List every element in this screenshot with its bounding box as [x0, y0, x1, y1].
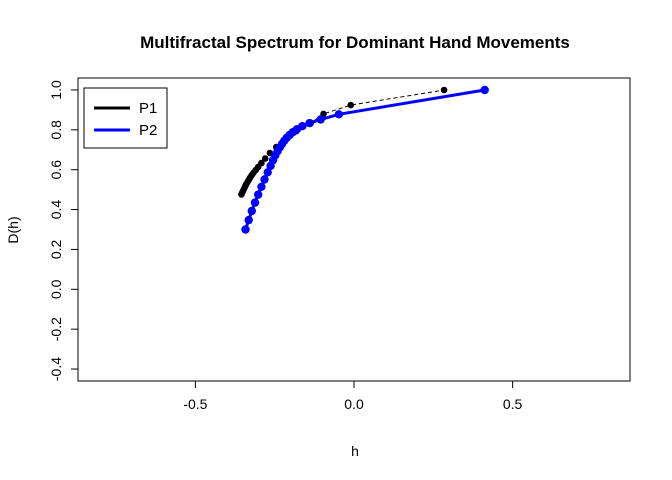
y-tick-label: 0.0: [48, 279, 64, 299]
series-line-p2: [244, 88, 485, 230]
y-axis-label: D(h): [5, 216, 21, 243]
data-point-p2: [257, 182, 266, 191]
series-line-p1: [240, 89, 445, 195]
y-tick-label: -0.4: [48, 357, 64, 381]
series-layer: [238, 85, 489, 234]
y-tick-label: 0.2: [48, 239, 64, 259]
data-point-p2: [250, 198, 260, 207]
x-tick-label: 0.5: [503, 396, 523, 412]
data-point-p1: [440, 86, 448, 94]
legend-box: [83, 87, 168, 149]
y-tick-label: 1.0: [48, 80, 64, 100]
data-point-p2: [263, 168, 272, 177]
x-axis-label: h: [351, 443, 359, 459]
y-tick-label: -0.2: [48, 317, 64, 341]
data-point-p2: [480, 85, 489, 95]
data-point-p2: [247, 206, 256, 216]
y-tick-label: 0.4: [48, 200, 64, 220]
data-point-p1: [261, 155, 269, 162]
x-axis: -0.5 0.0 0.5: [183, 380, 523, 412]
data-point-p2: [244, 215, 253, 225]
data-point-p1: [258, 159, 265, 167]
y-axis: -0.4 -0.2 0.0 0.2 0.4 0.6 0.8 1.0: [48, 80, 79, 381]
data-point-p2: [305, 118, 314, 128]
y-tick-label: 0.8: [48, 120, 64, 140]
chart-title: Multifractal Spectrum for Dominant Hand …: [140, 33, 570, 52]
legend: P1 P2: [83, 87, 168, 149]
data-point-p2: [254, 190, 263, 199]
y-tick-label: 0.6: [48, 160, 64, 180]
x-tick-label: -0.5: [183, 396, 207, 412]
legend-label-p2: P2: [139, 122, 157, 139]
x-tick-label: 0.0: [344, 396, 364, 412]
data-point-p2: [241, 225, 250, 234]
data-point-p2: [298, 122, 307, 131]
data-point-p1: [347, 101, 355, 109]
data-point-p2: [260, 175, 269, 184]
data-point-p2: [316, 115, 325, 124]
legend-label-p1: P1: [139, 100, 157, 117]
data-point-p2: [334, 110, 343, 119]
